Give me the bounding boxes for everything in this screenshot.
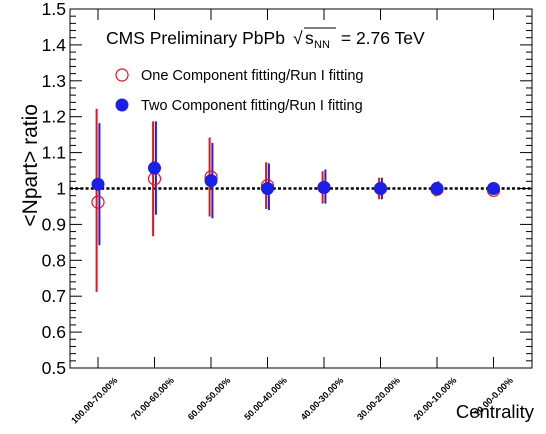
series-layer [91,108,501,292]
point-two-component [204,174,218,188]
y-tick-label: 1.5 [42,0,66,19]
y-tick-label: 1.4 [42,35,67,55]
point-two-component [148,161,161,175]
y-tick-label: 0.7 [42,286,66,306]
legend-label-one-component: One Component fitting/Run I fitting [141,68,363,84]
point-two-component [261,182,274,195]
y-tick-label: 0.5 [42,358,66,378]
x-tick-label: 100.00-70.00% [69,375,119,425]
legend-marker-one-component [115,68,129,82]
y-tick-label: 1.1 [42,143,66,163]
x-tick-label: 60.00-50.00% [186,375,233,422]
x-tick-label: 70.00-60.00% [129,375,176,422]
point-two-component [317,180,331,194]
point-two-component [91,177,105,191]
chart-title: CMS Preliminary PbPb [106,28,285,48]
point-one-component [91,195,105,209]
sqrt-s-label: s [305,28,314,48]
y-tick-label: 0.9 [42,214,66,234]
y-tick-label: 1.3 [42,71,66,91]
point-two-component [374,182,387,195]
point-two-component [487,182,500,195]
y-tick-label: 0.8 [42,250,66,270]
legend-label-two-component: Two Component fitting/Run I fitting [141,98,363,114]
sqrt-symbol: √ [293,28,303,48]
x-tick-label: 20.00-10.00% [412,375,459,422]
legend: One Component fitting/Run I fitting Two … [115,68,363,114]
plot-area-layer: 0.5 0.6 0.7 0.8 0.9 1 1.1 1.2 1.3 1.4 1.5 100.00-70… [42,0,533,426]
y-tick-label: 1 [56,179,66,199]
legend-marker-two-component [115,98,129,112]
point-two-component [430,182,444,195]
energy-value: = 2.76 TeV [336,28,425,48]
x-axis-title: Centrality [456,401,535,422]
x-tick-label: 30.00-20.00% [355,375,402,422]
point-one-component [147,172,162,186]
y-tick-label: 0.6 [42,322,66,342]
y-axis-title: <Npart> ratio [19,104,42,227]
y-tick-label: 1.2 [42,107,66,127]
x-tick-label: 40.00-30.00% [299,375,346,422]
x-tick-label: 50.00-40.00% [242,375,289,422]
energy-label: √ s NN = 2.76 TeV [293,27,425,51]
sqrt-s-subscript: NN [314,39,330,51]
